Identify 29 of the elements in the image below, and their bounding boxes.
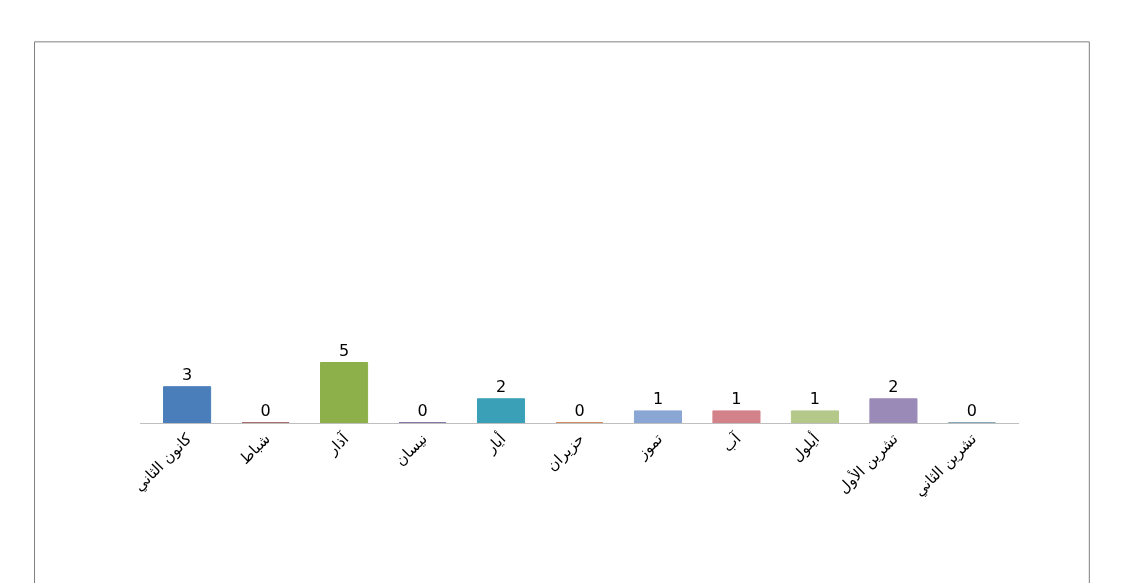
bar: [869, 398, 918, 423]
data-label: 0: [966, 401, 978, 420]
bar: [712, 410, 761, 423]
x-tick-label: تموز: [632, 429, 667, 464]
data-label: 2: [888, 376, 899, 396]
data-label: 1: [731, 388, 742, 408]
x-tick-label: آذار: [323, 429, 353, 460]
data-label: 2: [495, 376, 507, 396]
x-tick-label: أيار: [480, 429, 510, 458]
data-label: 0: [574, 401, 585, 420]
x-tick-label: نيسان: [391, 429, 431, 470]
bar: [633, 410, 683, 423]
x-tick-label: آب: [718, 429, 746, 456]
x-tick-label: كانون الثاني: [130, 429, 197, 496]
data-label: 1: [809, 388, 821, 408]
bar: [476, 398, 526, 423]
x-tick-label: شباط: [235, 429, 274, 468]
data-label: 5: [338, 340, 350, 360]
bar: [163, 386, 212, 423]
bar: [790, 410, 839, 423]
bar: [320, 362, 369, 423]
data-label: 0: [417, 401, 428, 420]
x-tick-label: أيلول: [787, 429, 824, 466]
x-tick-label: تشرين الأول: [833, 429, 902, 498]
data-label: 0: [260, 401, 271, 420]
data-label: 3: [181, 364, 193, 384]
data-label: 1: [652, 388, 664, 408]
x-tick-label: تشرين الثاني: [910, 429, 981, 501]
x-tick-label: حزيران: [542, 429, 588, 475]
